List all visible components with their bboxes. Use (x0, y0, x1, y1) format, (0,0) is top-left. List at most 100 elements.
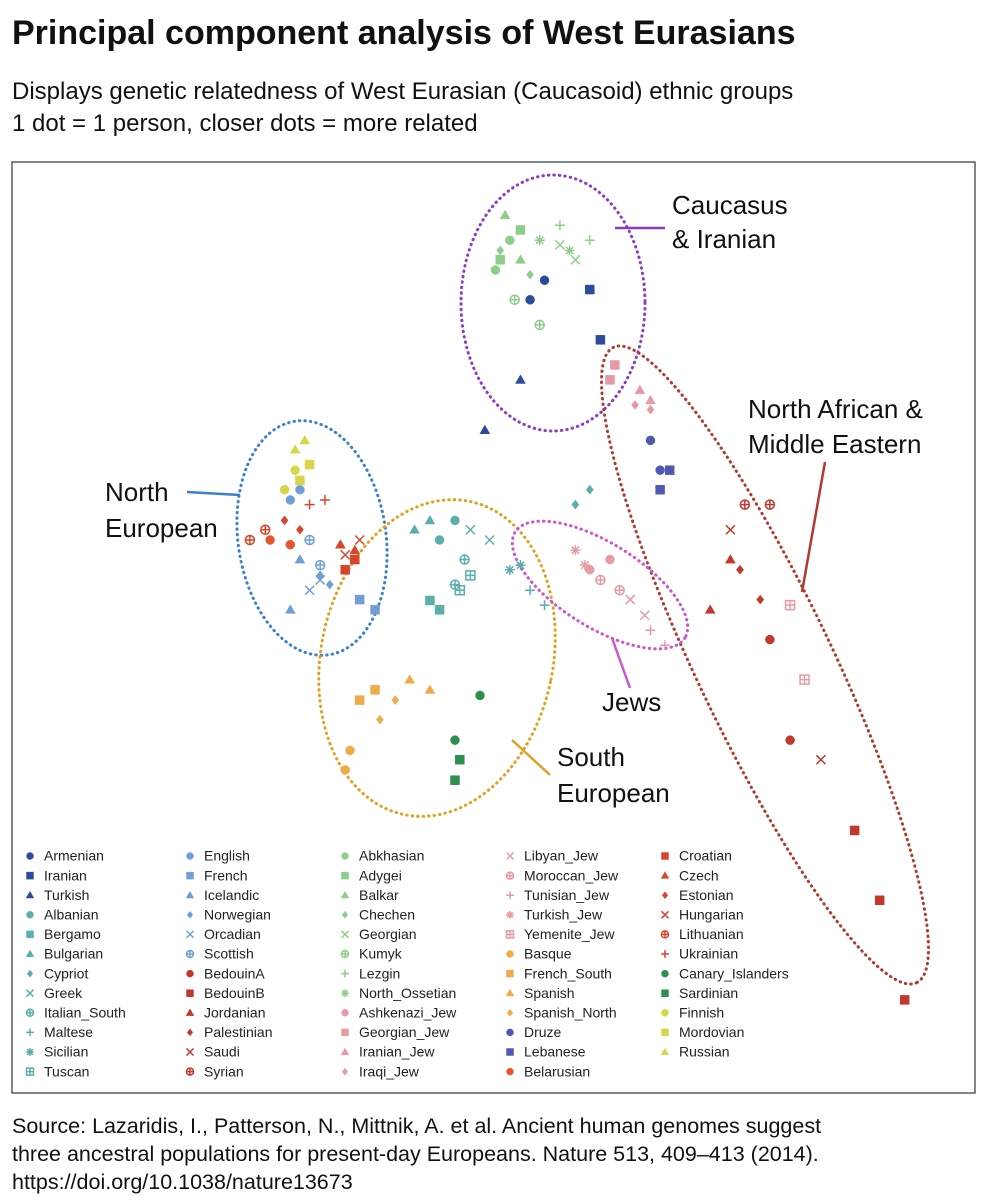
legend-marker (25, 890, 35, 899)
point (295, 484, 305, 495)
legend-marker (186, 989, 194, 997)
point (334, 539, 346, 549)
points (244, 209, 910, 1005)
legend-marker (341, 852, 349, 860)
legend-marker (25, 1067, 35, 1076)
source: https://doi.org/10.1038/nature13673 (12, 1170, 353, 1194)
legend-marker (186, 871, 194, 880)
point (799, 674, 810, 685)
point (289, 444, 301, 454)
point (375, 714, 384, 725)
ellipse (317, 498, 557, 818)
legend-marker (185, 1067, 195, 1076)
point (515, 225, 526, 235)
ellipse (600, 344, 930, 986)
point (509, 294, 520, 306)
legend-label: Scottish (204, 946, 254, 962)
legend-label: French_South (524, 965, 612, 981)
point (340, 549, 351, 560)
legend-label: Italian_South (44, 1005, 126, 1021)
point (314, 559, 326, 571)
legend-label: Armenian (44, 848, 104, 864)
point (634, 384, 646, 394)
point (315, 574, 326, 586)
legend-marker (506, 1067, 514, 1076)
point (605, 554, 615, 565)
point (655, 484, 665, 495)
point (645, 625, 656, 636)
legend-marker (505, 930, 515, 939)
annotation: Jews (602, 687, 661, 717)
legend-label: Estonian (679, 887, 733, 903)
point (534, 235, 545, 246)
legend-label: Sardinian (679, 985, 738, 1001)
point (739, 499, 751, 510)
point (564, 245, 575, 256)
legend-label: Albanian (44, 907, 99, 923)
legend-label: Hungarian (679, 907, 744, 923)
point (350, 554, 360, 565)
point (664, 465, 675, 475)
legend-marker (185, 949, 195, 959)
legend-marker (25, 1008, 35, 1018)
point (340, 565, 350, 575)
point (580, 560, 590, 571)
source: three ancestral populations for present-… (12, 1142, 819, 1166)
legend-marker (340, 1047, 350, 1056)
point (785, 735, 795, 745)
legend-marker (26, 1028, 34, 1037)
legend-label: Czech (679, 867, 719, 883)
legend-label: Maltese (44, 1024, 93, 1040)
legend-marker (661, 989, 669, 997)
point (659, 640, 670, 651)
point (849, 825, 860, 836)
point (765, 634, 775, 645)
point (815, 754, 826, 765)
point (465, 524, 476, 535)
legend-label: Finnish (679, 1005, 724, 1021)
point (631, 400, 639, 410)
legend-label: Lebanese (524, 1044, 586, 1060)
point (539, 600, 550, 611)
point (285, 495, 296, 505)
point (409, 524, 420, 534)
legend-marker (186, 1028, 194, 1037)
point (479, 424, 491, 434)
legend-label: Moroccan_Jew (524, 867, 619, 883)
point (454, 585, 466, 596)
legend-label: Ukrainian (679, 946, 738, 962)
legend-marker (341, 969, 349, 978)
legend-marker (506, 950, 514, 958)
legend-label: Iranian (44, 867, 87, 883)
point (434, 535, 445, 545)
legend-label: Syrian (204, 1063, 244, 1079)
point (455, 754, 465, 765)
legend-label: Georgian_Jew (359, 1024, 450, 1040)
legend-marker (341, 1028, 349, 1037)
legend-label: Sicilian (44, 1044, 88, 1060)
point (570, 545, 581, 556)
legend-marker (506, 891, 514, 900)
point (645, 435, 656, 446)
legend-label: Abkhasian (359, 848, 424, 864)
point (354, 534, 365, 546)
legend-label: Croatian (679, 848, 732, 864)
point (725, 524, 736, 535)
legend-label: Yemenite_Jew (524, 926, 615, 942)
annotation: European (105, 513, 218, 543)
legend-label: North_Ossetian (359, 985, 456, 1001)
legend-label: Lithuanian (679, 926, 744, 942)
point (595, 335, 606, 345)
subtitle: 1 dot = 1 person, closer dots = more rel… (12, 110, 478, 137)
point (595, 574, 606, 586)
point (515, 254, 526, 264)
point (450, 735, 460, 745)
ellipse (510, 519, 690, 651)
point (584, 235, 595, 246)
point (515, 374, 526, 384)
leader-line (186, 490, 241, 497)
legend-label: Belarusian (524, 1063, 590, 1079)
point (625, 594, 636, 605)
subtitle: Displays genetic relatedness of West Eur… (12, 78, 793, 105)
